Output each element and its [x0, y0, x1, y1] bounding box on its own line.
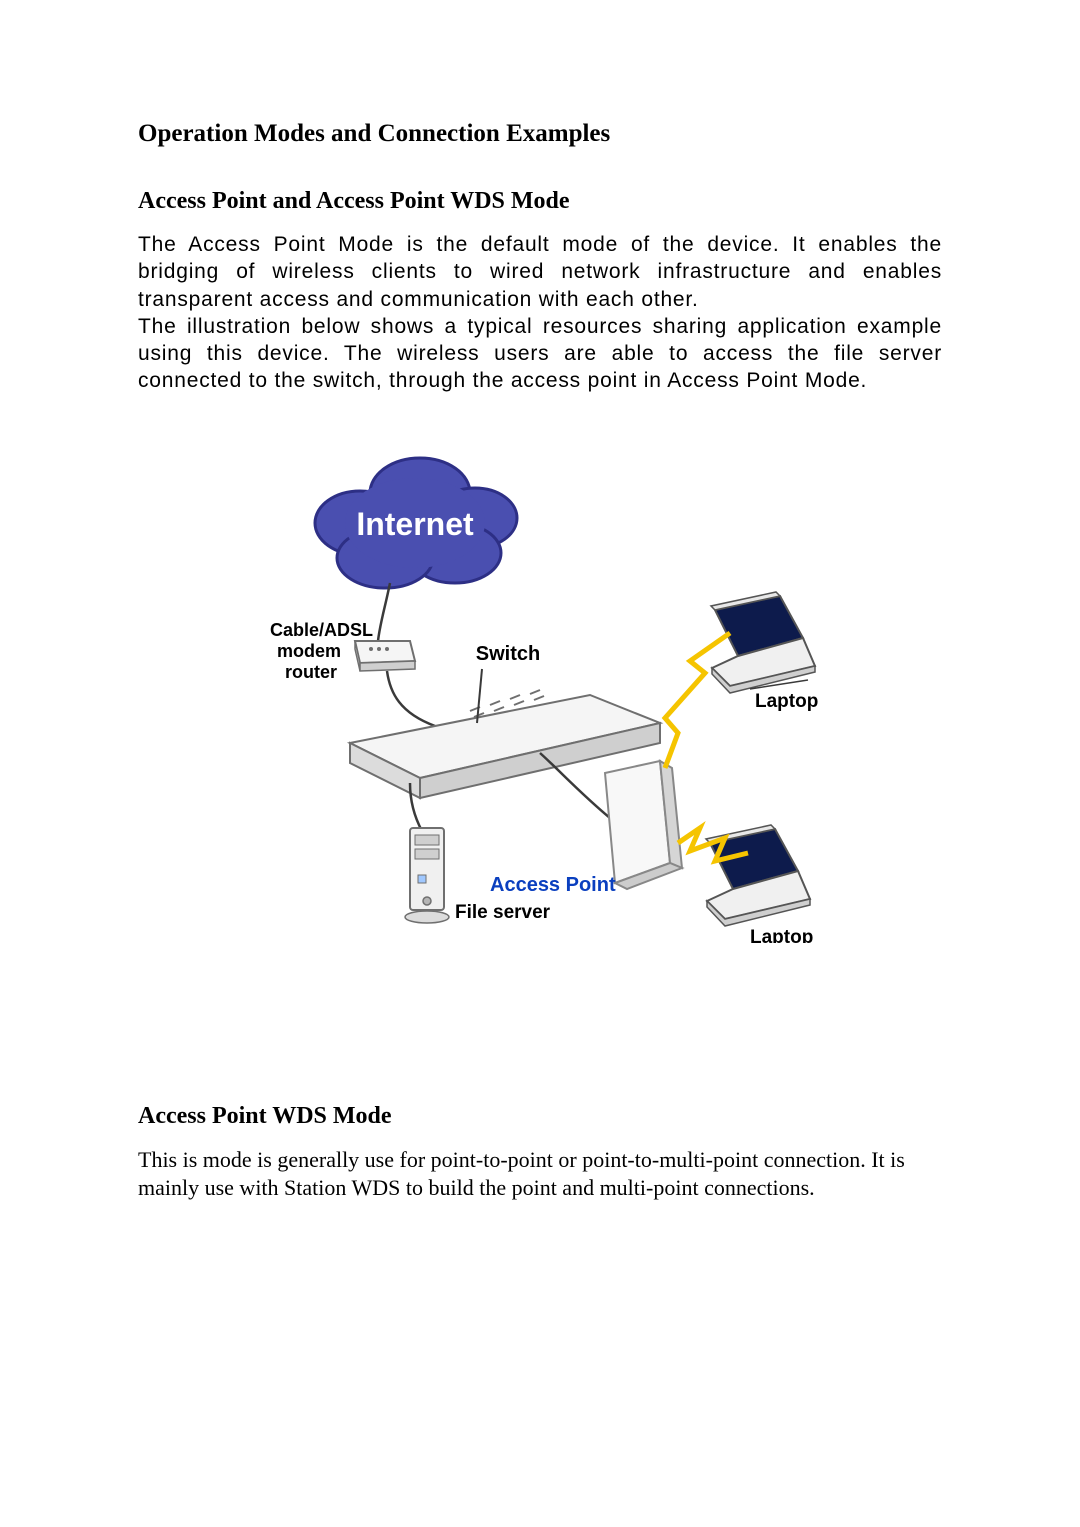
switch-label: Switch [476, 643, 540, 665]
edge-internet-modem [378, 583, 390, 641]
page-title: Operation Modes and Connection Examples [138, 120, 942, 148]
modem-label-line1: Cable/ADSL [270, 620, 373, 640]
document-page: Operation Modes and Connection Examples … [0, 0, 1080, 1263]
modem-icon [355, 641, 415, 671]
modem-label-line2: modem [277, 641, 341, 661]
laptop1-label: Laptop [755, 691, 818, 712]
edge-ap-laptop1-wireless [665, 633, 730, 768]
edge-modem-switch [387, 671, 435, 726]
internet-label: Internet [356, 506, 474, 542]
access-point-icon [605, 761, 682, 889]
modem-label-line3: router [285, 662, 337, 682]
laptop2-label: Laptop [750, 927, 813, 943]
section1-heading: Access Point and Access Point WDS Mode [138, 188, 942, 215]
fileserver-icon [405, 828, 449, 923]
section2-paragraph1: This is mode is generally use for point-… [138, 1146, 942, 1203]
fileserver-label: File server [455, 902, 551, 923]
section1-paragraph2: The illustration below shows a typical r… [138, 313, 942, 395]
network-diagram: Internet Cable/ADSL modem router [138, 423, 942, 943]
access-point-label: Access Point [490, 874, 616, 896]
section1-paragraph1: The Access Point Mode is the default mod… [138, 231, 942, 313]
laptop1-icon [711, 592, 815, 693]
section2-heading: Access Point WDS Mode [138, 1103, 942, 1130]
network-diagram-svg: Internet Cable/ADSL modem router [260, 423, 820, 943]
internet-cloud-icon: Internet [315, 458, 517, 588]
